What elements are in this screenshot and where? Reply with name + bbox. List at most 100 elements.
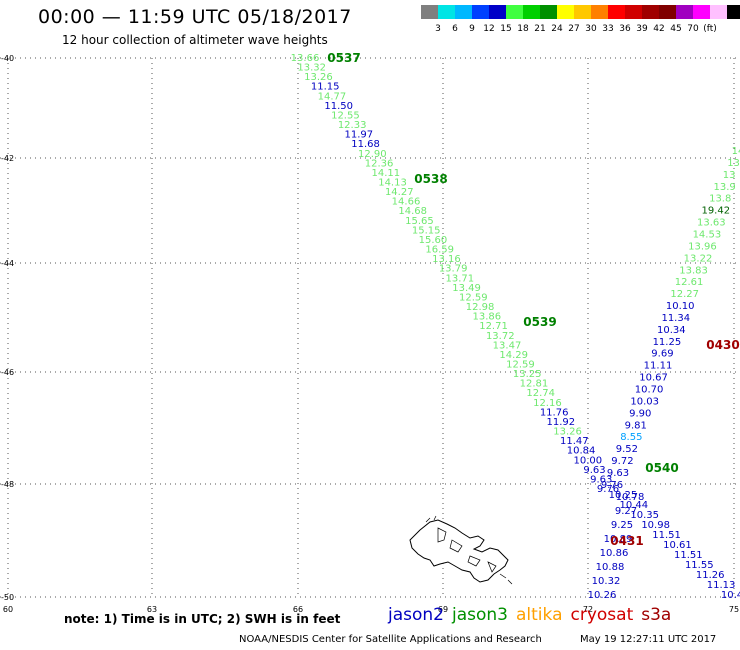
color-scale-label: (ft) (703, 24, 717, 34)
wave-height-value: 13.71 (446, 273, 475, 284)
wave-height-value: 9.63 (583, 465, 605, 476)
wave-height-value: 11.51 (674, 550, 703, 561)
wave-height-value: 11.47 (560, 436, 589, 447)
wave-height-value: 13 (723, 170, 736, 181)
color-swatch (523, 5, 540, 19)
color-swatch (608, 5, 625, 19)
color-swatch (438, 5, 455, 19)
longitude-label: 69 (438, 605, 448, 614)
wave-height-value: 14.11 (371, 168, 400, 179)
color-swatch (455, 5, 472, 19)
wave-height-value: 11.25 (653, 337, 682, 348)
wave-height-value: 10.98 (641, 520, 670, 531)
wave-height-value: 13.32 (297, 63, 326, 74)
latitude-label: -48 (1, 480, 14, 489)
wave-height-value: 11.76 (540, 407, 569, 418)
longitude-label: 75 (729, 605, 739, 614)
wave-height-value: 15.15 (412, 225, 441, 236)
color-scale-label: 70 (687, 24, 699, 34)
color-scale-label: 36 (619, 24, 631, 34)
legend-item-cryosat: cryosat (570, 605, 634, 625)
wave-height-value: 11.26 (696, 570, 725, 581)
wave-height-value: 12.90 (358, 149, 387, 160)
pass-id-label: 0430 (706, 338, 739, 352)
wave-height-value: 14.27 (385, 187, 414, 198)
wave-height-value: 12.33 (338, 120, 367, 131)
color-scale-label: 45 (670, 24, 682, 34)
wave-height-value: 14.53 (693, 229, 722, 240)
wave-height-value: 10.84 (567, 446, 596, 457)
wave-height-value: 13.72 (486, 331, 515, 342)
longitude-label: 63 (147, 605, 157, 614)
wave-height-value: 12.98 (466, 302, 495, 313)
wave-height-value: 8.55 (620, 432, 642, 443)
wave-height-value: 12.59 (459, 292, 488, 303)
color-swatch (676, 5, 693, 19)
wave-height-value: 11.55 (685, 560, 714, 571)
longitude-label: 72 (583, 605, 593, 614)
color-scale-label: 39 (636, 24, 648, 34)
color-scale-label: 3 (435, 24, 441, 34)
wave-height-value: 11.68 (351, 139, 380, 150)
wave-height-value: 10.4 (721, 590, 740, 601)
wave-height-value: 15.60 (419, 235, 448, 246)
longitude-label: 60 (3, 605, 13, 614)
map-subtitle: 12 hour collection of altimeter wave hei… (62, 33, 328, 47)
pass-id-label: 0539 (523, 315, 556, 329)
wave-height-value: 19.42 (701, 206, 730, 217)
wave-height-value: 11.97 (345, 130, 374, 141)
color-swatch (591, 5, 608, 19)
wave-height-value: 9.63 (607, 468, 629, 479)
wave-height-value: 9.72 (611, 456, 633, 467)
wave-height-value: 12.16 (533, 398, 562, 409)
wave-height-value: 10.26 (588, 590, 617, 601)
footer-note: note: 1) Time is in UTC; 2) SWH is in fe… (64, 612, 341, 626)
color-scale-label: 12 (483, 24, 495, 34)
wave-height-value: 14.68 (398, 206, 427, 217)
wave-height-value: 10.78 (616, 492, 645, 503)
wave-height-value: 10.10 (666, 301, 695, 312)
color-scale-label: 9 (469, 24, 475, 34)
color-scale-label: 30 (585, 24, 597, 34)
color-swatch (625, 5, 642, 19)
color-scale-label: 27 (568, 24, 580, 34)
color-swatch (506, 5, 523, 19)
generated-timestamp: May 19 12:27:11 UTC 2017 (580, 634, 717, 645)
wave-height-value: 12.61 (675, 277, 704, 288)
wave-height-value: 12.59 (506, 359, 535, 370)
color-swatch (421, 5, 438, 19)
color-scale-label: 15 (500, 24, 512, 34)
wave-height-value: 15.65 (405, 216, 434, 227)
wave-height-value: 11.13 (707, 580, 736, 591)
latitude-label: -40 (1, 54, 14, 63)
wave-height-value: 9.76 (597, 484, 619, 495)
wave-height-value: 12.36 (365, 158, 394, 169)
credit-text: NOAA/NESDIS Center for Satellite Applica… (239, 634, 542, 645)
wave-height-value: 14.66 (392, 197, 421, 208)
legend-item-jason2: jason2 (388, 605, 444, 625)
wave-height-value: 11.50 (324, 101, 353, 112)
wave-height-value: 9.27 (615, 506, 637, 517)
wave-height-value: 13.26 (304, 72, 333, 83)
latitude-label: -50 (1, 593, 14, 602)
wave-height-value: 12.74 (526, 388, 555, 399)
wave-height-value: 13.96 (688, 241, 717, 252)
legend-item-s3a: s3a (641, 605, 672, 625)
wave-height-value: 16.59 (425, 245, 454, 256)
wave-height-value: 13.86 (472, 312, 501, 323)
wave-height-value: 10.25 (609, 490, 638, 501)
color-swatch (557, 5, 574, 19)
wave-height-value: 10.70 (635, 385, 664, 396)
wave-height-value: 13.8 (709, 194, 731, 205)
wave-height-value: 11.92 (547, 417, 576, 428)
wave-height-value: 9.81 (625, 420, 647, 431)
wave-height-value: 13.9 (714, 182, 736, 193)
wave-height-value: 10.67 (639, 373, 668, 384)
wave-height-value: 13.63 (697, 218, 726, 229)
wave-height-value: 14 (732, 146, 740, 157)
color-swatch (540, 5, 557, 19)
wave-height-value: 9.52 (616, 444, 638, 455)
wave-height-value: 12.81 (520, 379, 549, 390)
wave-height-value: 13.49 (452, 283, 481, 294)
